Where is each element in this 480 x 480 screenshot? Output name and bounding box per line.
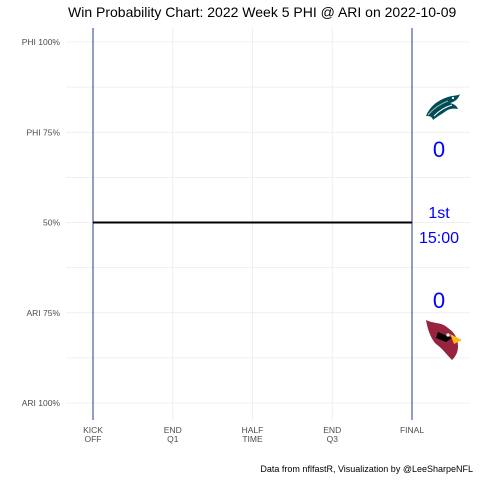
x-tick-label: END Q3 [323,425,341,444]
x-tick-label: END Q1 [164,425,182,444]
away-score: 0 [433,137,445,162]
x-tick-label: HALF TIME [242,425,264,444]
x-tick-label: FINAL [400,425,424,435]
quarter-label: 1st [428,205,450,222]
y-tick-label: ARI 75% [26,308,60,318]
eagles-logo-icon [426,94,460,120]
home-score: 0 [433,288,445,313]
x-axis: KICK OFF END Q1 HALF TIME END Q3 FINAL [83,425,424,444]
y-tick-label: PHI 100% [22,37,61,47]
game-clock: 15:00 [419,230,459,247]
y-tick-label: ARI 100% [22,398,61,408]
grid [66,28,470,420]
chart-caption: Data from nflfastR, Visualization by @Le… [260,464,473,474]
y-tick-label: PHI 75% [26,127,60,137]
x-tick-label: KICK OFF [83,425,103,444]
chart-title: Win Probability Chart: 2022 Week 5 PHI @… [68,4,456,20]
cardinals-logo-icon [426,320,462,360]
y-tick-label: 50% [43,218,60,228]
reference-lines [92,28,413,420]
y-axis: PHI 100% PHI 75% 50% ARI 75% ARI 100% [22,37,61,408]
